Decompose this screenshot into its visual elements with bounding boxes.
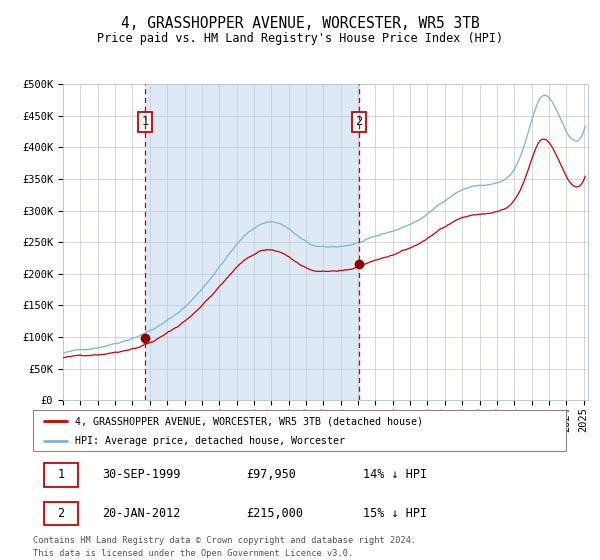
Text: Price paid vs. HM Land Registry's House Price Index (HPI): Price paid vs. HM Land Registry's House … xyxy=(97,32,503,45)
Text: 2: 2 xyxy=(58,507,65,520)
Text: 30-SEP-1999: 30-SEP-1999 xyxy=(102,468,181,481)
Text: 14% ↓ HPI: 14% ↓ HPI xyxy=(364,468,427,481)
Text: This data is licensed under the Open Government Licence v3.0.: This data is licensed under the Open Gov… xyxy=(33,549,353,558)
Text: 20-JAN-2012: 20-JAN-2012 xyxy=(102,507,181,520)
Text: 4, GRASSHOPPER AVENUE, WORCESTER, WR5 3TB: 4, GRASSHOPPER AVENUE, WORCESTER, WR5 3T… xyxy=(121,16,479,31)
Text: 1: 1 xyxy=(142,115,149,128)
Text: 2: 2 xyxy=(355,115,362,128)
Text: 4, GRASSHOPPER AVENUE, WORCESTER, WR5 3TB (detached house): 4, GRASSHOPPER AVENUE, WORCESTER, WR5 3T… xyxy=(74,417,422,426)
FancyBboxPatch shape xyxy=(44,502,78,525)
Bar xyxy=(145,84,359,400)
FancyBboxPatch shape xyxy=(44,463,78,487)
FancyBboxPatch shape xyxy=(33,410,566,451)
Text: 15% ↓ HPI: 15% ↓ HPI xyxy=(364,507,427,520)
Text: £97,950: £97,950 xyxy=(246,468,296,481)
Text: £215,000: £215,000 xyxy=(246,507,303,520)
Text: 1: 1 xyxy=(58,468,65,481)
Text: HPI: Average price, detached house, Worcester: HPI: Average price, detached house, Worc… xyxy=(74,436,344,446)
Text: Contains HM Land Registry data © Crown copyright and database right 2024.: Contains HM Land Registry data © Crown c… xyxy=(33,536,416,545)
